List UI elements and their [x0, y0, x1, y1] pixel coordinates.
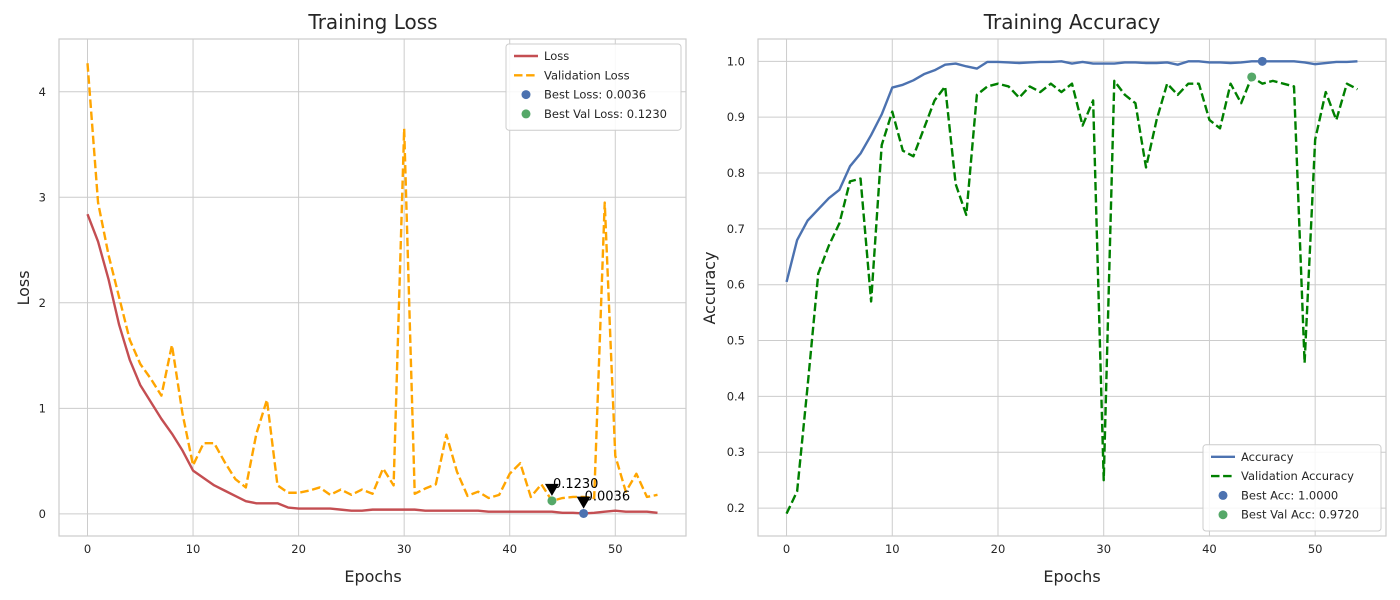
accuracy-plot-frame [757, 38, 1387, 537]
loss-y-tick-label: 3 [39, 190, 46, 204]
accuracy-legend-label: Validation Accuracy [1241, 469, 1354, 483]
loss-y-axis-label: Loss [14, 270, 33, 305]
loss-chart: Training Loss Epochs Loss 0 10 20 30 40 50 0 1 2… [14, 10, 687, 586]
accuracy-series-line-accuracy [785, 60, 1358, 283]
loss-annotation-label: 0.0036 [585, 490, 631, 505]
loss-plot-frame [58, 38, 687, 537]
accuracy-legend-box [1202, 444, 1382, 532]
loss-annotation-arrow [544, 483, 559, 496]
accuracy-x-tick-label: 50 [1308, 542, 1323, 556]
accuracy-y-tick-label: 0.7 [727, 222, 745, 236]
loss-legend-swatch [521, 90, 531, 100]
loss-legend-label: Validation Loss [544, 68, 630, 82]
accuracy-y-tick-label: 0.5 [727, 334, 745, 348]
accuracy-legend-swatch [1218, 510, 1228, 520]
accuracy-chart-title: Training Accuracy [983, 10, 1161, 34]
accuracy-chart: Training Accuracy Epochs Accuracy 0 10 20 3… [700, 10, 1387, 586]
loss-series-line-loss [86, 213, 658, 515]
loss-chart-title: Training Loss [307, 10, 437, 34]
accuracy-y-tick-label: 0.9 [727, 110, 745, 124]
loss-y-tick-label: 2 [39, 296, 46, 310]
accuracy-y-tick-label: 0.2 [727, 501, 745, 515]
loss-legend-label: Loss [544, 49, 569, 63]
accuracy-best-point-marker [1247, 72, 1257, 82]
loss-y-tick-label: 4 [39, 85, 46, 99]
loss-legend-swatch [521, 109, 531, 119]
loss-legend-label: Best Loss: 0.0036 [544, 88, 646, 102]
loss-x-tick-label: 40 [502, 542, 517, 556]
loss-annotation-label: 0.1230 [553, 477, 599, 492]
accuracy-y-tick-label: 0.6 [727, 278, 745, 292]
loss-legend-label: Best Val Loss: 0.1230 [544, 107, 667, 121]
loss-x-tick-label: 0 [84, 542, 91, 556]
loss-x-tick-label: 10 [186, 542, 201, 556]
loss-legend: Loss Validation Loss Best Loss: 0.0036 Best… [505, 43, 682, 131]
loss-x-tick-label: 20 [291, 542, 306, 556]
accuracy-series-line-validation-accuracy [785, 75, 1359, 515]
loss-best-point-marker [547, 496, 557, 506]
accuracy-y-axis-label: Accuracy [700, 251, 719, 324]
loss-y-tick-label: 1 [39, 401, 46, 415]
loss-legend-box [505, 43, 682, 131]
loss-y-tick-label: 0 [39, 507, 46, 521]
accuracy-x-tick-label: 10 [885, 542, 900, 556]
accuracy-x-tick-label: 40 [1202, 542, 1217, 556]
accuracy-legend-label: Accuracy [1241, 450, 1294, 464]
accuracy-y-tick-label: 0.3 [727, 445, 745, 459]
accuracy-legend-label: Best Acc: 1.0000 [1241, 488, 1338, 502]
accuracy-y-tick-label: 0.8 [727, 166, 745, 180]
accuracy-x-tick-label: 20 [991, 542, 1006, 556]
accuracy-legend: Accuracy Validation Accuracy Best Acc: 1.0… [1202, 444, 1382, 532]
loss-best-point-marker [579, 508, 589, 518]
accuracy-x-axis-label: Epochs [1043, 567, 1100, 586]
accuracy-best-point-marker [1257, 56, 1267, 66]
accuracy-y-tick-label: 1.0 [727, 54, 745, 68]
accuracy-y-tick-label: 0.4 [727, 389, 745, 403]
loss-x-tick-label: 30 [397, 542, 412, 556]
loss-x-tick-label: 50 [608, 542, 623, 556]
accuracy-x-tick-label: 0 [783, 542, 790, 556]
accuracy-x-tick-label: 30 [1096, 542, 1111, 556]
loss-x-axis-label: Epochs [344, 567, 401, 586]
accuracy-legend-label: Best Val Acc: 0.9720 [1241, 508, 1359, 522]
loss-annotation-arrow [576, 496, 591, 509]
loss-series-line-validation-loss [86, 63, 658, 503]
accuracy-legend-swatch [1218, 490, 1228, 500]
